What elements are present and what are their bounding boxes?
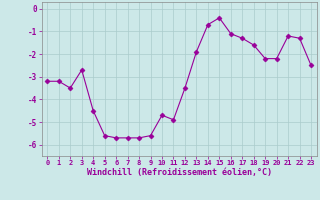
X-axis label: Windchill (Refroidissement éolien,°C): Windchill (Refroidissement éolien,°C) <box>87 168 272 177</box>
